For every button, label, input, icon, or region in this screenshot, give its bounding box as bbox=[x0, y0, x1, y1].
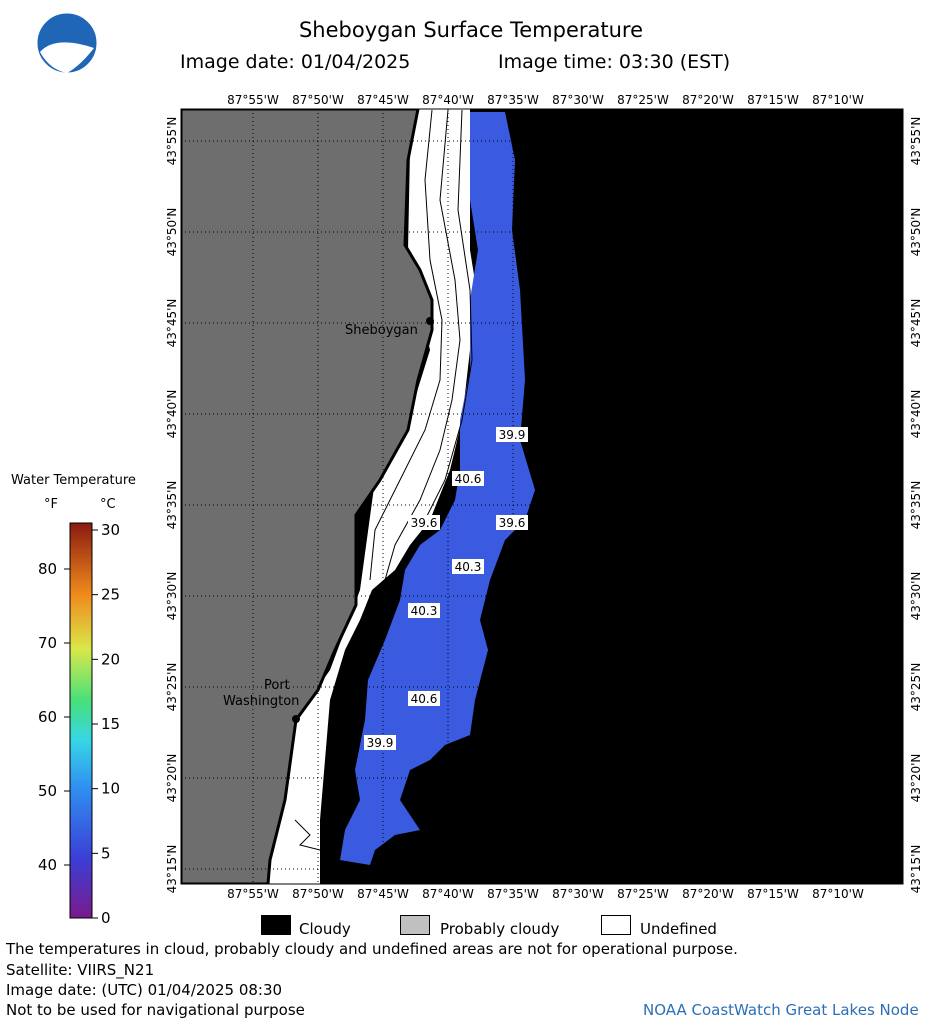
colorbar bbox=[69, 522, 93, 919]
lon-tick-label-top: 87°30'W bbox=[552, 93, 604, 107]
legend-swatch-undefined bbox=[601, 915, 631, 935]
colorbar-f-tick-label: 50 bbox=[38, 782, 57, 800]
temp-label: 40.6 bbox=[455, 472, 482, 486]
lon-tick-label-bottom: 87°20'W bbox=[682, 887, 734, 901]
temp-label-box bbox=[452, 471, 484, 486]
land-area bbox=[181, 109, 434, 884]
lat-tick-label-left: 43°50'N bbox=[165, 208, 179, 257]
lon-tick-label-top: 87°35'W bbox=[487, 93, 539, 107]
page-title: Sheboygan Surface Temperature bbox=[298, 18, 644, 42]
image-time-label: Image time: 03:30 (EST) bbox=[498, 51, 731, 73]
place-label-port: Port bbox=[264, 678, 290, 693]
lat-tick-label-left: 43°15'N bbox=[165, 845, 179, 894]
temp-label-box bbox=[408, 691, 440, 706]
colorbar-c-tick-label: 10 bbox=[101, 780, 120, 798]
colorbar-unit-f: °F bbox=[44, 497, 58, 512]
lon-tick-label-top: 87°45'W bbox=[357, 93, 409, 107]
place-label-sheboygan: Sheboygan bbox=[345, 323, 418, 338]
lat-tick-label-left: 43°40'N bbox=[165, 390, 179, 439]
lat-tick-label-left: 43°55'N bbox=[165, 117, 179, 166]
lat-tick-label-left: 43°45'N bbox=[165, 299, 179, 348]
lon-tick-label-bottom: 87°35'W bbox=[487, 887, 539, 901]
temp-label: 39.9 bbox=[367, 736, 394, 750]
temp-label: 39.9 bbox=[499, 428, 526, 442]
port-washington-marker bbox=[292, 715, 300, 723]
lon-tick-label-top: 87°10'W bbox=[812, 93, 864, 107]
lat-tick-label-left: 43°30'N bbox=[165, 572, 179, 621]
temp-label: 39.6 bbox=[411, 516, 438, 530]
colorbar-c-tick-label: 5 bbox=[101, 844, 111, 862]
colorbar-c-tick-label: 15 bbox=[101, 715, 120, 733]
lat-tick-label-left: 43°20'N bbox=[165, 754, 179, 803]
map-frame bbox=[180, 108, 904, 885]
sheboygan-marker bbox=[426, 317, 434, 325]
temp-label: 40.3 bbox=[455, 560, 482, 574]
lon-tick-label-bottom: 87°40'W bbox=[422, 887, 474, 901]
lon-tick-label-bottom: 87°30'W bbox=[552, 887, 604, 901]
graticule bbox=[181, 109, 903, 884]
colorbar-f-tick-label: 60 bbox=[38, 708, 57, 726]
lat-tick-label-right: 43°30'N bbox=[909, 572, 923, 621]
lon-tick-label-top: 87°15'W bbox=[747, 93, 799, 107]
footer-navigation-note: Not to be used for navigational purpose bbox=[6, 1001, 305, 1019]
lon-tick-label-top: 87°55'W bbox=[227, 93, 279, 107]
temp-label-box bbox=[496, 427, 528, 442]
colorbar-unit-c: °C bbox=[100, 497, 116, 512]
lat-tick-label-left: 43°35'N bbox=[165, 481, 179, 530]
place-label-washington: Washington bbox=[223, 694, 300, 709]
lat-tick-label-right: 43°25'N bbox=[909, 663, 923, 712]
temp-label: 39.6 bbox=[499, 516, 526, 530]
lat-tick-label-right: 43°45'N bbox=[909, 299, 923, 348]
legend-label-cloudy: Cloudy bbox=[299, 920, 351, 938]
lat-tick-label-right: 43°35'N bbox=[909, 481, 923, 530]
lat-tick-label-right: 43°15'N bbox=[909, 845, 923, 894]
colorbar-f-tick-label: 40 bbox=[38, 856, 57, 874]
temp-label-box bbox=[408, 603, 440, 618]
lon-tick-label-bottom: 87°25'W bbox=[617, 887, 669, 901]
colorbar-c-tick-label: 20 bbox=[101, 650, 120, 668]
lon-tick-label-top: 87°20'W bbox=[682, 93, 734, 107]
lon-tick-label-bottom: 87°55'W bbox=[227, 887, 279, 901]
footer-utc-date: Image date: (UTC) 01/04/2025 08:30 bbox=[6, 981, 283, 999]
colorbar-f-tick-label: 70 bbox=[38, 634, 57, 652]
noaa-logo bbox=[36, 12, 98, 74]
colorbar-c-tick-label: 25 bbox=[101, 586, 120, 604]
lon-tick-label-top: 87°40'W bbox=[422, 93, 474, 107]
lat-tick-label-right: 43°20'N bbox=[909, 754, 923, 803]
lat-tick-label-right: 43°40'N bbox=[909, 390, 923, 439]
image-date-label: Image date: 01/04/2025 bbox=[180, 51, 411, 73]
legend-label-probably-cloudy: Probably cloudy bbox=[440, 920, 560, 938]
footer-disclaimer: The temperatures in cloud, probably clou… bbox=[6, 940, 738, 958]
legend-swatch-probably-cloudy bbox=[400, 915, 430, 935]
lon-tick-label-top: 87°25'W bbox=[617, 93, 669, 107]
temp-label-box bbox=[452, 559, 484, 574]
lat-tick-label-right: 43°55'N bbox=[909, 117, 923, 166]
footer-satellite: Satellite: VIIRS_N21 bbox=[6, 961, 155, 979]
legend-label-undefined: Undefined bbox=[640, 920, 717, 938]
temp-label: 40.3 bbox=[411, 604, 438, 618]
lon-tick-label-bottom: 87°10'W bbox=[812, 887, 864, 901]
colorbar-f-tick-label: 80 bbox=[38, 560, 57, 578]
legend-swatch-cloudy bbox=[261, 915, 291, 935]
colorbar-title: Water Temperature bbox=[11, 473, 136, 488]
water-temperature-region bbox=[340, 112, 535, 865]
colorbar-c-tick-label: 30 bbox=[101, 521, 120, 539]
footer-credit: NOAA CoastWatch Great Lakes Node bbox=[643, 1001, 919, 1019]
lon-tick-label-bottom: 87°50'W bbox=[292, 887, 344, 901]
temp-label-box bbox=[364, 735, 396, 750]
lat-tick-label-left: 43°25'N bbox=[165, 663, 179, 712]
lon-tick-label-bottom: 87°15'W bbox=[747, 887, 799, 901]
temp-label: 40.6 bbox=[411, 692, 438, 706]
lon-tick-label-bottom: 87°45'W bbox=[357, 887, 409, 901]
lat-tick-label-right: 43°50'N bbox=[909, 208, 923, 257]
lon-tick-label-top: 87°50'W bbox=[292, 93, 344, 107]
temp-label-box bbox=[408, 515, 440, 530]
colorbar-c-tick-label: 0 bbox=[101, 909, 111, 927]
temp-label-box bbox=[496, 515, 528, 530]
